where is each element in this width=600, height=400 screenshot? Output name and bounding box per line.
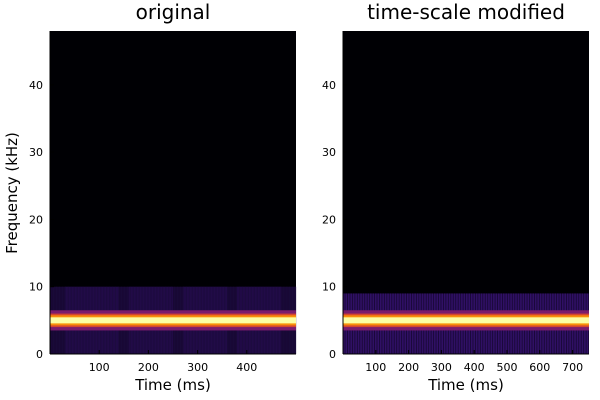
- y-tick-label: 0: [329, 348, 336, 361]
- x-tick-label: 200: [138, 361, 159, 374]
- x-tick-label: 100: [89, 361, 110, 374]
- x-axis-label-time-scale-modified: Time (ms): [427, 376, 504, 394]
- x-tick-label: 200: [398, 361, 419, 374]
- x-tick-label: 400: [464, 361, 485, 374]
- axes-original: 100 200 300 400 0 10 20 30 40: [29, 31, 296, 374]
- plot-area-original: [50, 31, 297, 354]
- panel-title-time-scale-modified: time-scale modified: [367, 0, 565, 24]
- y-tick-label: 40: [29, 79, 43, 92]
- axes-time-scale-modified: 100 200 300 400 500 600 700 0 10 20 30 40: [322, 31, 589, 374]
- tone-band-peak: [50, 317, 296, 324]
- x-tick-label: 700: [562, 361, 583, 374]
- panel-original: original 100 200 300 400 0 10 20 30 40 Time (ms)…: [3, 0, 297, 394]
- y-tick-label: 20: [322, 213, 336, 226]
- x-tick-label: 600: [529, 361, 550, 374]
- x-tick-label: 100: [365, 361, 386, 374]
- y-tick-label: 40: [322, 79, 336, 92]
- plot-area-time-scale-modified: [343, 31, 589, 354]
- y-tick-label: 20: [29, 213, 43, 226]
- panel-time-scale-modified: time-scale modified 100 200 300 400 500 600 70…: [322, 0, 589, 394]
- panel-title-original: original: [136, 0, 211, 24]
- x-tick-label: 300: [431, 361, 452, 374]
- tone-band-peak: [343, 317, 589, 324]
- x-tick-label: 400: [236, 361, 257, 374]
- x-tick-label: 300: [187, 361, 208, 374]
- x-axis-label-original: Time (ms): [134, 376, 211, 394]
- y-axis-label-original: Frequency (kHz): [3, 132, 21, 254]
- x-tick-label: 500: [497, 361, 518, 374]
- y-tick-label: 30: [29, 146, 43, 159]
- y-tick-label: 10: [29, 281, 43, 294]
- y-tick-label: 30: [322, 146, 336, 159]
- y-tick-label: 10: [322, 281, 336, 294]
- y-tick-label: 0: [36, 348, 43, 361]
